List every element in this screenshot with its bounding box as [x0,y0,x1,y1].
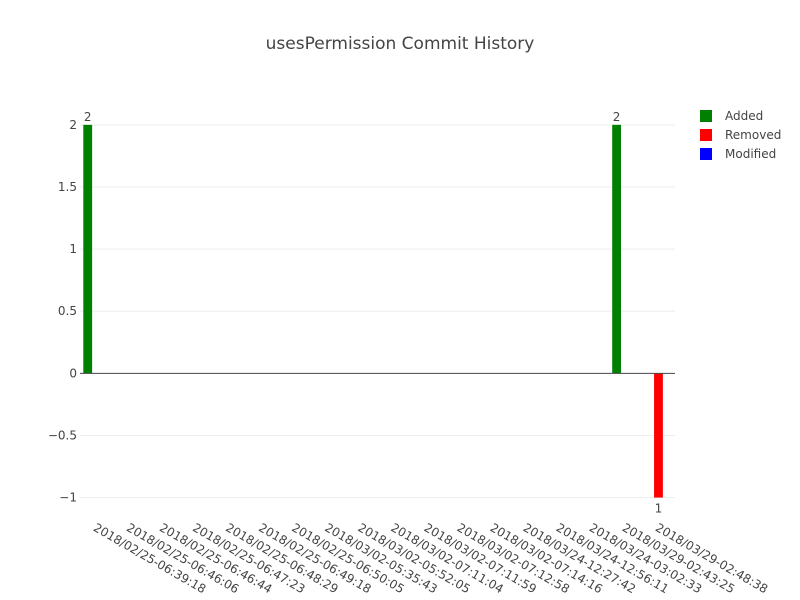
legend-label-modified: Modified [725,146,777,161]
bar-removed [654,373,663,498]
legend-item-removed[interactable]: Removed [700,125,781,144]
chart-title: usesPermission Commit History [265,34,535,54]
legend-item-added[interactable]: Added [700,106,781,125]
legend-label-added: Added [725,108,764,123]
y-tick-label: 2 [69,118,77,132]
legend-swatch-modified [700,147,712,160]
data-label: 2 [84,110,92,124]
legend-label-removed: Removed [725,127,782,142]
y-tick-label: 1.5 [58,180,77,194]
data-label: 1 [655,502,663,516]
legend: Added Removed Modified [700,106,781,163]
y-tick-label: −0.5 [48,428,77,442]
legend-item-modified[interactable]: Modified [700,144,781,163]
y-tick-label: 1 [69,242,77,256]
y-tick-label: 0.5 [58,304,77,318]
y-tick-label: −1 [59,491,77,505]
legend-swatch-removed [700,128,712,141]
legend-swatch-added [700,109,712,122]
bar-added [612,124,622,374]
y-tick-label: 0 [69,366,77,380]
bar-added [83,124,93,374]
data-label: 2 [613,110,621,124]
